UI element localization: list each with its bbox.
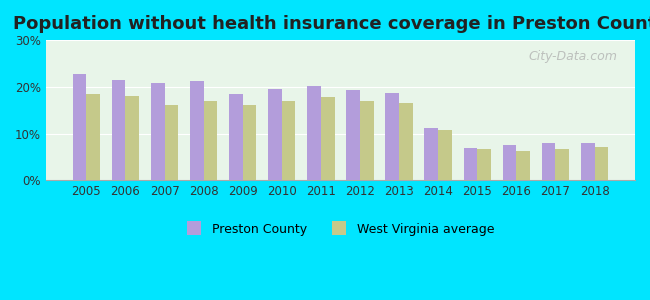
Bar — [360, 101, 374, 180]
Bar — [282, 101, 296, 180]
Bar — [502, 145, 516, 180]
Bar — [229, 94, 242, 180]
Bar — [424, 128, 438, 180]
Bar — [242, 105, 256, 180]
Bar — [125, 96, 139, 180]
Bar — [581, 143, 595, 180]
Bar — [190, 81, 203, 180]
Bar — [399, 103, 413, 180]
Bar — [385, 93, 399, 180]
Bar — [463, 148, 477, 180]
Bar — [86, 94, 100, 180]
Bar — [556, 148, 569, 180]
Title: Population without health insurance coverage in Preston County: Population without health insurance cove… — [13, 15, 650, 33]
Text: City-Data.com: City-Data.com — [528, 50, 618, 63]
Bar — [164, 105, 178, 180]
Bar — [516, 151, 530, 180]
Bar — [346, 90, 360, 180]
Bar — [477, 148, 491, 180]
Bar — [268, 89, 282, 180]
Bar — [595, 147, 608, 180]
Bar — [321, 97, 335, 180]
Bar — [438, 130, 452, 180]
Bar — [151, 83, 164, 180]
Legend: Preston County, West Virginia average: Preston County, West Virginia average — [181, 218, 499, 241]
Bar — [73, 74, 86, 180]
Bar — [541, 143, 556, 180]
Bar — [203, 101, 217, 180]
Bar — [112, 80, 125, 180]
Bar — [307, 86, 321, 180]
